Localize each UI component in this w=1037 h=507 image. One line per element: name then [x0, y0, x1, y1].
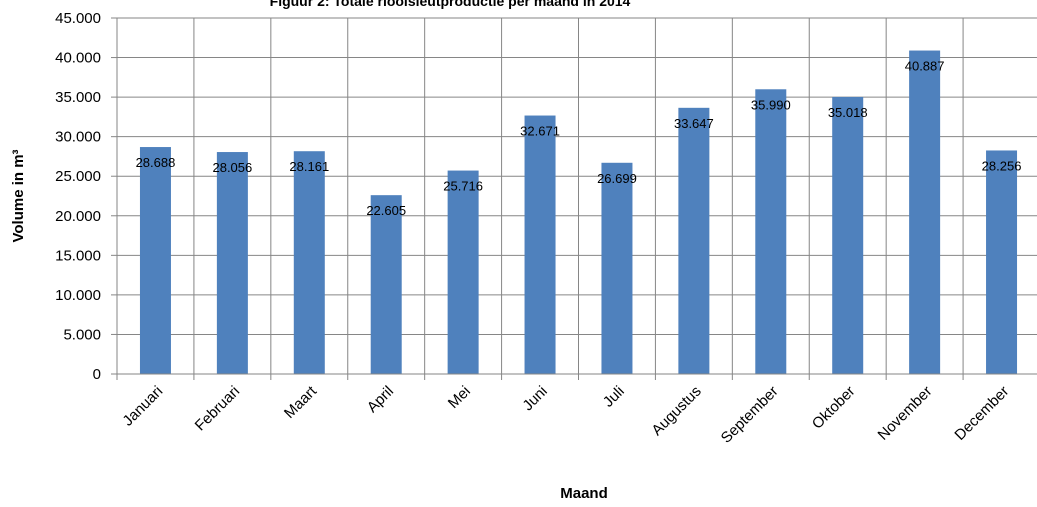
data-label: 40.887: [905, 59, 945, 74]
y-tick-label: 30.000: [55, 129, 101, 146]
data-label: 26.699: [597, 171, 637, 186]
bar: [909, 50, 941, 375]
y-tick-label: 40.000: [55, 50, 101, 67]
data-label: 28.688: [136, 155, 176, 170]
x-tick-label: Juni: [519, 383, 550, 414]
y-tick-label: 0: [93, 366, 101, 383]
x-tick-label: Maart: [281, 382, 321, 422]
x-tick-label: Juli: [600, 383, 628, 411]
bar: [293, 151, 325, 374]
bar: [370, 195, 402, 374]
data-label: 35.018: [828, 105, 868, 120]
data-label: 33.647: [674, 116, 714, 131]
y-tick-label: 5.000: [63, 326, 101, 343]
bar: [216, 152, 248, 374]
data-label: 28.256: [982, 158, 1022, 173]
bar: [601, 162, 633, 374]
x-tick-label: Mei: [445, 383, 474, 412]
y-tick-label: 25.000: [55, 168, 101, 185]
bar: [832, 96, 864, 374]
x-tick-label: April: [364, 383, 397, 416]
data-label: 32.671: [520, 124, 560, 139]
x-tick-label: Oktober: [809, 383, 859, 433]
x-tick-label: September: [718, 383, 782, 447]
x-tick-label: December: [951, 383, 1012, 444]
y-tick-label: 45.000: [55, 10, 101, 27]
bar: [447, 170, 479, 374]
x-tick-label: Augustus: [648, 383, 704, 439]
bar: [678, 107, 710, 374]
y-axis-title: Volume in m³: [10, 149, 27, 242]
data-label: 22.605: [366, 203, 406, 218]
x-tick-label: Januari: [119, 383, 166, 430]
x-tick-label: Februari: [192, 383, 244, 435]
x-tick-label: November: [874, 383, 935, 444]
data-label: 25.716: [443, 179, 483, 194]
y-tick-label: 35.000: [55, 89, 101, 106]
y-tick-labels: 0 5.000 10.000 15.000 20.000 25.000 30.000 35.0…: [55, 10, 101, 383]
y-tick-label: 15.000: [55, 247, 101, 264]
bar: [986, 150, 1018, 374]
data-label: 35.990: [751, 97, 791, 112]
bar: [139, 147, 171, 374]
axes: [111, 17, 1037, 380]
data-label: 28.161: [289, 159, 329, 174]
x-tick-labels: Januari Februari Maart April Mei Juni Juli Augu…: [119, 382, 1012, 446]
y-tick-label: 20.000: [55, 208, 101, 225]
bar: [755, 89, 787, 374]
data-labels: 28.688 28.056 28.161 22.605 25.716 32.671 26.6…: [136, 59, 1022, 219]
bars: [139, 50, 1018, 375]
y-tick-label: 10.000: [55, 287, 101, 304]
x-axis-title: Maand: [560, 485, 608, 502]
chart-title: Figuur 2: Totale rioolsleutproductie per…: [270, 0, 631, 9]
data-label: 28.056: [212, 160, 252, 175]
gridlines: [117, 17, 1037, 374]
bar: [524, 115, 556, 375]
